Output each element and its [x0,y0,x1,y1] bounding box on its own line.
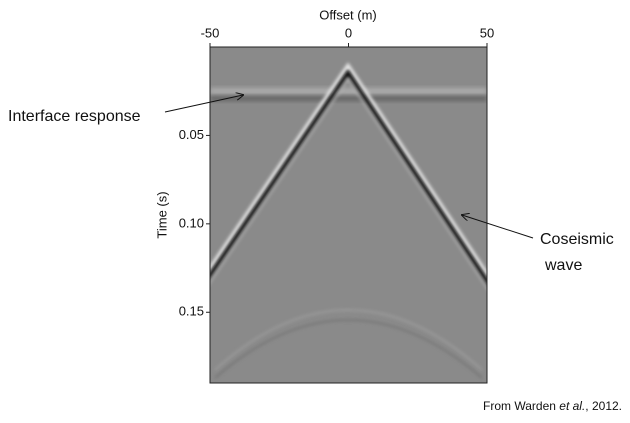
y-tick-label: 0.05 [179,127,204,142]
x-tick-label: 0 [345,25,352,40]
annotation: wave [544,257,582,274]
y-tick-label: 0.10 [179,215,204,230]
x-tick-label: -50 [201,25,220,40]
y-axis-label: Time (s) [154,191,169,238]
x-tick-label: 50 [480,25,494,40]
annotation-arrow [462,215,534,239]
annotation: Interface response [8,108,141,125]
x-axis-label: Offset (m) [319,7,377,22]
y-tick-label: 0.15 [179,304,204,319]
seismic-image [210,47,487,383]
annotation-arrow [164,95,243,113]
annotation: Coseismic [540,231,614,248]
caption-part: , 2012. [585,399,622,413]
caption-part: From Warden [483,399,559,413]
caption-part: et al. [559,399,585,413]
caption: From Warden et al., 2012. [483,399,622,413]
